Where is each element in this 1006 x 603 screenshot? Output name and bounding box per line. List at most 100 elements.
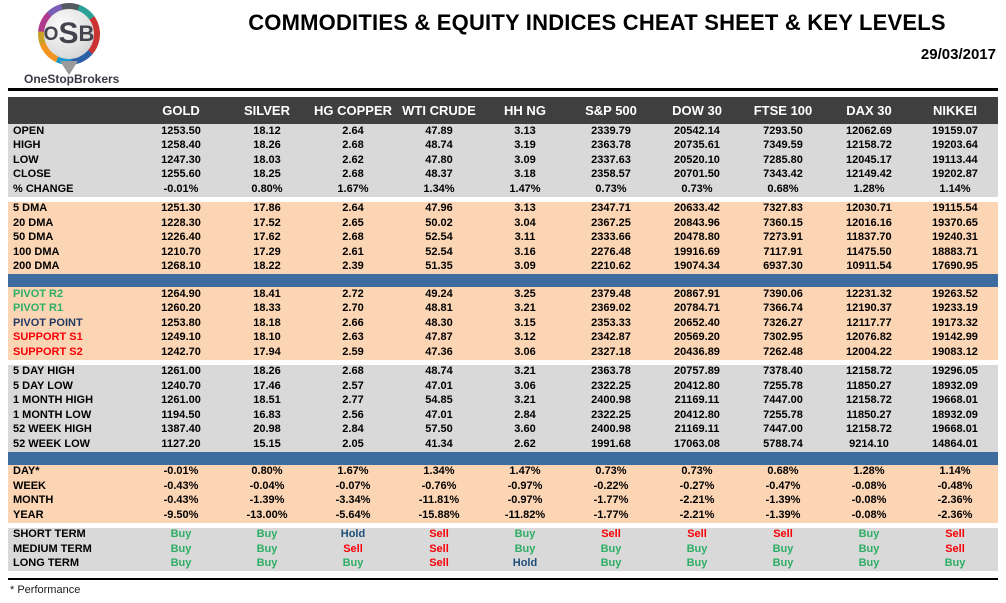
value-cell: 0.73% <box>681 466 713 478</box>
value-cell: 51.35 <box>425 261 453 273</box>
value-cell: 1.67% <box>337 183 369 195</box>
value-cell: 3.13 <box>514 125 536 137</box>
value-cell: 3.25 <box>514 288 536 300</box>
value-cell: 12158.72 <box>846 140 892 152</box>
value-cell: 1247.30 <box>161 154 201 166</box>
value-cell: 2.68 <box>342 140 364 152</box>
value-cell: 3.06 <box>514 346 536 358</box>
value-cell: -2.36% <box>937 495 973 507</box>
value-cell: 2339.79 <box>591 125 631 137</box>
value-cell: 2333.66 <box>591 232 631 244</box>
value-cell: 1387.40 <box>161 424 201 436</box>
value-cell: 1210.70 <box>161 246 201 258</box>
value-cell: 2.68 <box>342 169 364 181</box>
value-cell: 7255.78 <box>763 409 803 421</box>
section-ohlc: OPEN 1253.50 18.12 2.64 47.89 3.13 2339.79 2054… <box>8 124 998 197</box>
column-header-dow-30: DOW 30 <box>672 104 722 117</box>
table-row: 52 WEEK LOW 1127.20 15.15 2.05 41.34 2.62 1991… <box>8 437 998 452</box>
signal-cell: Buy <box>858 543 880 555</box>
value-cell: 17063.08 <box>674 438 720 450</box>
value-cell: 2342.87 <box>591 332 631 344</box>
value-cell: 20520.10 <box>674 154 720 166</box>
value-cell: 21169.11 <box>674 424 720 436</box>
value-cell: 1127.20 <box>161 438 201 450</box>
row-label: 50 DMA <box>13 232 54 244</box>
signal-cell: Buy <box>514 543 536 555</box>
signal-cell: Buy <box>256 558 278 570</box>
value-cell: -2.21% <box>679 509 715 521</box>
value-cell: 1.28% <box>853 183 885 195</box>
value-cell: 1.34% <box>423 466 455 478</box>
value-cell: 49.24 <box>425 288 453 300</box>
value-cell: 1.47% <box>509 466 541 478</box>
value-cell: 3.21 <box>514 395 536 407</box>
value-cell: 19233.19 <box>932 303 978 315</box>
table-row: MONTH -0.43% -1.39% -3.34% -11.81% -0.97% -1.7… <box>8 493 998 508</box>
value-cell: 20412.80 <box>674 380 720 392</box>
section-moving-averages: 5 DMA 1251.30 17.86 2.64 47.96 3.13 2347.71 206… <box>8 201 998 274</box>
value-cell: 21169.11 <box>674 395 720 407</box>
value-cell: 19113.44 <box>932 154 978 166</box>
value-cell: 1255.60 <box>161 169 201 181</box>
value-cell: -3.34% <box>335 495 371 507</box>
value-cell: 7302.95 <box>763 332 803 344</box>
signal-cell: Sell <box>429 543 449 555</box>
value-cell: 12016.16 <box>846 217 892 229</box>
value-cell: 17690.95 <box>932 261 978 273</box>
value-cell: 17.94 <box>253 346 281 358</box>
value-cell: -0.76% <box>421 480 457 492</box>
value-cell: 17.52 <box>253 217 281 229</box>
blue-separator <box>8 274 998 287</box>
value-cell: -2.21% <box>679 495 715 507</box>
value-cell: -0.07% <box>335 480 371 492</box>
value-cell: 7285.80 <box>763 154 803 166</box>
row-label: % CHANGE <box>13 183 74 195</box>
value-cell: 19142.99 <box>932 332 978 344</box>
value-cell: 19668.01 <box>932 424 978 436</box>
value-cell: 1258.40 <box>161 140 201 152</box>
value-cell: 18932.09 <box>932 409 978 421</box>
value-cell: 12062.69 <box>846 125 892 137</box>
value-cell: 19916.69 <box>674 246 720 258</box>
value-cell: 1268.10 <box>161 261 201 273</box>
value-cell: 2.64 <box>342 125 364 137</box>
value-cell: -0.08% <box>851 480 887 492</box>
table-row: LOW 1247.30 18.03 2.62 47.80 3.09 2337.63 20520… <box>8 153 998 168</box>
value-cell: 18.33 <box>253 303 281 315</box>
value-cell: 19296.05 <box>932 366 978 378</box>
value-cell: 3.09 <box>514 154 536 166</box>
row-label: OPEN <box>13 125 45 137</box>
value-cell: 47.01 <box>425 380 453 392</box>
value-cell: 2.68 <box>342 232 364 244</box>
value-cell: -13.00% <box>246 509 288 521</box>
value-cell: 18.26 <box>253 140 281 152</box>
value-cell: 20867.91 <box>674 288 720 300</box>
value-cell: 2.61 <box>342 246 364 258</box>
row-label: MEDIUM TERM <box>13 543 92 555</box>
value-cell: 47.96 <box>425 203 453 215</box>
value-cell: 17.62 <box>253 232 281 244</box>
signal-cell: Hold <box>512 558 538 570</box>
value-cell: -0.43% <box>163 495 199 507</box>
table-row: PIVOT R2 1264.90 18.41 2.72 49.24 3.25 2379.48… <box>8 287 998 302</box>
table-row: 50 DMA 1226.40 17.62 2.68 52.54 3.11 2333.66 20… <box>8 230 998 245</box>
signal-cell: Sell <box>945 543 965 555</box>
value-cell: 20542.14 <box>674 125 720 137</box>
value-cell: -11.81% <box>418 495 460 507</box>
value-cell: 1194.50 <box>161 409 201 421</box>
value-cell: 2.57 <box>342 380 364 392</box>
value-cell: 1251.30 <box>161 203 201 215</box>
value-cell: -0.08% <box>851 509 887 521</box>
value-cell: 2327.18 <box>591 346 631 358</box>
table-row: YEAR -9.50% -13.00% -5.64% -15.88% -11.82% -1.… <box>8 508 998 523</box>
value-cell: 52.54 <box>425 246 453 258</box>
value-cell: 18.25 <box>253 169 281 181</box>
value-cell: 50.02 <box>425 217 453 229</box>
value-cell: 48.81 <box>425 303 453 315</box>
blue-separator <box>8 451 998 465</box>
value-cell: 2.70 <box>342 303 364 315</box>
value-cell: 1240.70 <box>161 380 201 392</box>
value-cell: 20843.96 <box>674 217 720 229</box>
